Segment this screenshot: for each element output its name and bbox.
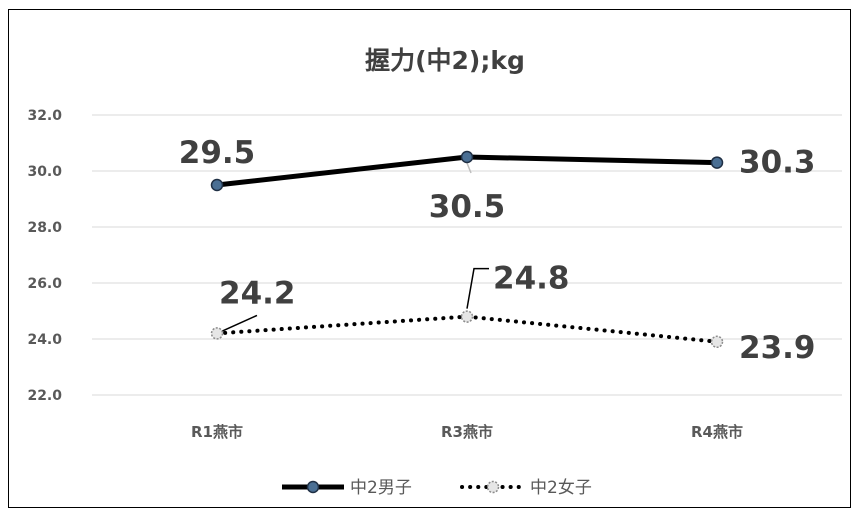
label-leader-line (466, 267, 489, 309)
data-label: 24.8 (493, 261, 570, 297)
legend-marker (486, 480, 500, 494)
data-label: 29.5 (179, 135, 256, 171)
y-tick-label: 24.0 (27, 332, 62, 348)
data-point (710, 335, 724, 349)
y-tick-label: 28.0 (27, 220, 62, 236)
data-labels: 29.5 30.5 30.3 24.2 24.8 23.9 (179, 135, 816, 366)
label-leader-line (216, 314, 258, 335)
y-tick-label: 30.0 (27, 164, 62, 180)
x-category-label: R3燕市 (441, 423, 493, 441)
series-markers (210, 150, 724, 349)
x-axis-categories: R1燕市 R3燕市 R4燕市 (191, 423, 743, 441)
data-label: 30.5 (429, 189, 506, 225)
data-label: 23.9 (739, 330, 816, 366)
chart-frame (8, 9, 851, 508)
y-tick-label: 26.0 (27, 276, 62, 292)
data-point (210, 327, 224, 340)
data-label: 24.2 (219, 275, 296, 311)
y-tick-label: 22.0 (27, 388, 62, 404)
legend-label: 中2女子 (530, 478, 592, 498)
data-label: 30.3 (739, 145, 816, 181)
x-category-label: R4燕市 (691, 423, 743, 441)
chart-title: 握力(中2);kg (365, 46, 525, 75)
data-point (460, 150, 474, 164)
legend: 中2男子 中2女子 (282, 478, 592, 498)
label-leader-line (466, 162, 472, 174)
data-point (460, 310, 474, 323)
data-point (710, 156, 724, 169)
legend-marker (306, 480, 320, 494)
y-axis-ticks: 22.0 24.0 26.0 28.0 30.0 32.0 (27, 108, 62, 404)
x-category-label: R1燕市 (191, 423, 243, 441)
legend-label: 中2男子 (350, 478, 412, 498)
label-leader-lines (216, 162, 489, 335)
data-point (210, 178, 224, 192)
y-tick-label: 32.0 (27, 108, 62, 124)
